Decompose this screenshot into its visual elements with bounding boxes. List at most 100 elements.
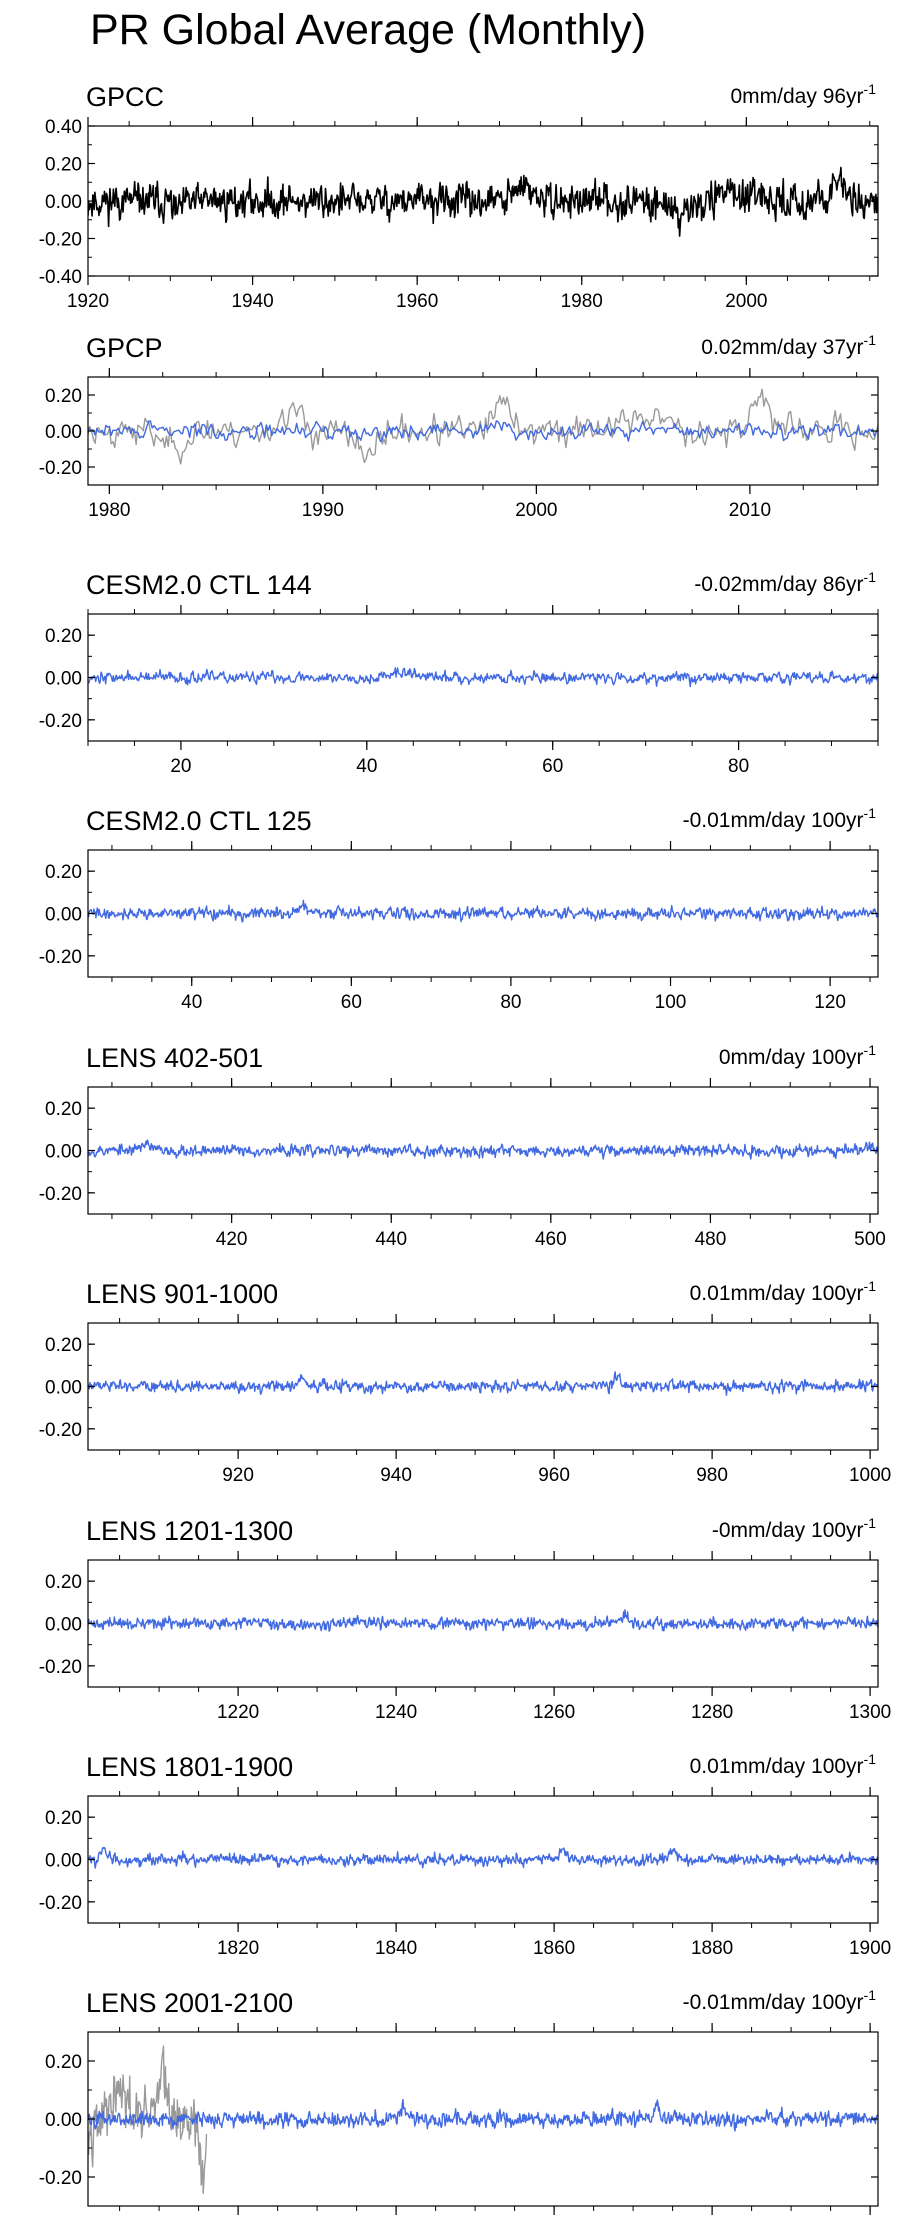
x-tick-label: 20 <box>170 756 191 777</box>
panel-label: GPCC <box>86 82 164 112</box>
y-tick-label: 0.40 <box>45 117 82 138</box>
panel-label: CESM2.0 CTL 125 <box>86 806 312 836</box>
trend-value: 0mm/day 100yr <box>719 1046 864 1069</box>
x-tick-label: 40 <box>356 756 377 777</box>
chart-panel-6: -0.20 0.00 0.20 920 940 960 980 1000 LENS 901-10… <box>39 1278 892 1486</box>
trend-annotation: 0mm/day 100yr-1 <box>719 1042 876 1069</box>
series-line-overlay <box>88 388 878 465</box>
y-tick-label: -0.20 <box>39 2168 82 2189</box>
y-tick-label: 0.20 <box>45 1572 82 1593</box>
y-tick-label: -0.20 <box>39 1657 82 1678</box>
x-tick-label: 1980 <box>561 291 603 312</box>
y-tick-label: 0.00 <box>45 1851 82 1872</box>
chart-panel-9: -0.200.000.2020202040206020802100LENS 20… <box>39 1987 879 2215</box>
x-tick-label: 1980 <box>88 500 130 521</box>
x-tick-label: 60 <box>341 992 362 1013</box>
x-tick-label: 980 <box>696 1465 728 1486</box>
chart-panel-2: -0.20 0.00 0.20 1980 1990 2000 2010 GPCP 0.02mm/… <box>39 332 879 521</box>
trend-exponent: -1 <box>864 332 877 348</box>
x-tick-label: 1220 <box>217 1702 259 1723</box>
x-tick-label: 40 <box>181 992 202 1013</box>
chart-panel-3: -0.20 0.00 0.20 20 40 60 80 CESM2.0 CTL 144 -0.0… <box>39 569 879 777</box>
series-line-model <box>88 420 878 443</box>
panels-group: -0.40 -0.20 0.00 0.20 0.40 1920 1940 1960 1980 20… <box>39 81 892 2215</box>
x-tick-label: 2000 <box>515 500 557 521</box>
y-tick-label: -0.20 <box>39 1420 82 1441</box>
y-tick-label: 0.00 <box>45 192 82 213</box>
trend-value: -0.02mm/day 86yr <box>694 573 863 596</box>
panel-label: LENS 2001-2100 <box>86 1988 293 2018</box>
x-tick-label: 1900 <box>849 1938 891 1959</box>
x-tick-label: 500 <box>854 1229 886 1250</box>
x-tick-label: 920 <box>222 1465 254 1486</box>
x-tick-label: 1940 <box>231 291 273 312</box>
panel-label: LENS 1201-1300 <box>86 1516 293 1546</box>
panel-label: CESM2.0 CTL 144 <box>86 570 312 600</box>
trend-value: 0.02mm/day 37yr <box>701 336 863 359</box>
x-tick-label: 1880 <box>691 1938 733 1959</box>
y-tick-label: 0.00 <box>45 422 82 443</box>
x-tick-label: 1840 <box>375 1938 417 1959</box>
x-tick-label: 440 <box>375 1229 407 1250</box>
trend-annotation: 0.01mm/day 100yr-1 <box>690 1751 877 1778</box>
panel-label: LENS 901-1000 <box>86 1279 278 1309</box>
y-tick-label: 0.20 <box>45 1099 82 1120</box>
x-tick-label: 420 <box>216 1229 248 1250</box>
x-tick-label: 1920 <box>67 291 109 312</box>
trend-exponent: -1 <box>864 1515 877 1531</box>
y-tick-label: -0.20 <box>39 711 82 732</box>
y-tick-label: -0.20 <box>39 458 82 479</box>
trend-annotation: 0.01mm/day 100yr-1 <box>690 1278 877 1305</box>
x-tick-label: 1000 <box>849 1465 891 1486</box>
y-tick-label: 0.00 <box>45 1142 82 1163</box>
y-tick-label: 0.00 <box>45 1615 82 1636</box>
y-tick-label: 0.20 <box>45 626 82 647</box>
x-tick-label: 120 <box>814 992 846 1013</box>
x-tick-label: 1300 <box>849 1702 891 1723</box>
y-tick-label: 0.00 <box>45 669 82 690</box>
chart-panel-4: -0.20 0.00 0.20 40 60 80 100 120 CESM2.0 CTL 125… <box>39 805 879 1013</box>
x-tick-label: 100 <box>655 992 687 1013</box>
trend-annotation: -0mm/day 100yr-1 <box>712 1515 876 1542</box>
x-tick-label: 460 <box>535 1229 567 1250</box>
y-tick-label: 0.00 <box>45 905 82 926</box>
x-tick-label: 80 <box>728 756 749 777</box>
x-tick-label: 2000 <box>725 291 767 312</box>
trend-annotation: -0.02mm/day 86yr-1 <box>694 569 876 596</box>
y-tick-label: 0.20 <box>45 155 82 176</box>
trend-annotation: -0.01mm/day 100yr-1 <box>683 805 877 832</box>
x-tick-label: 80 <box>500 992 521 1013</box>
trend-exponent: -1 <box>864 805 877 821</box>
trend-exponent: -1 <box>864 81 877 97</box>
y-tick-label: 0.20 <box>45 862 82 883</box>
trend-exponent: -1 <box>864 1751 877 1767</box>
series-line-obs <box>88 166 878 237</box>
trend-annotation: -0.01mm/day 100yr-1 <box>683 1987 877 2014</box>
x-tick-label: 480 <box>695 1229 727 1250</box>
x-tick-label: 940 <box>380 1465 412 1486</box>
x-tick-label: 1820 <box>217 1938 259 1959</box>
y-tick-label: 0.00 <box>45 1378 82 1399</box>
y-tick-label: 0.20 <box>45 2052 82 2073</box>
y-tick-label: 0.20 <box>45 1335 82 1356</box>
x-tick-label: 1860 <box>533 1938 575 1959</box>
panel-label: GPCP <box>86 333 163 363</box>
trend-exponent: -1 <box>864 1278 877 1294</box>
trend-value: 0.01mm/day 100yr <box>690 1755 864 1778</box>
y-tick-label: 0.00 <box>45 2110 82 2131</box>
y-tick-label: 0.20 <box>45 386 82 407</box>
trend-annotation: 0.02mm/day 37yr-1 <box>701 332 876 359</box>
x-tick-label: 2010 <box>729 500 771 521</box>
y-tick-label: -0.20 <box>39 947 82 968</box>
x-tick-label: 1990 <box>302 500 344 521</box>
chart-panel-7: -0.20 0.00 0.20 1220 1240 1260 1280 1300 LENS 12… <box>39 1515 892 1723</box>
figure-title: PR Global Average (Monthly) <box>90 6 646 54</box>
x-tick-label: 60 <box>542 756 563 777</box>
series-line-model <box>88 2098 878 2132</box>
series-line-model <box>88 1846 878 1869</box>
trend-exponent: -1 <box>864 569 877 585</box>
trend-value: 0mm/day 96yr <box>731 85 864 108</box>
panel-label: LENS 1801-1900 <box>86 1752 293 1782</box>
trend-value: -0.01mm/day 100yr <box>683 1991 864 2014</box>
